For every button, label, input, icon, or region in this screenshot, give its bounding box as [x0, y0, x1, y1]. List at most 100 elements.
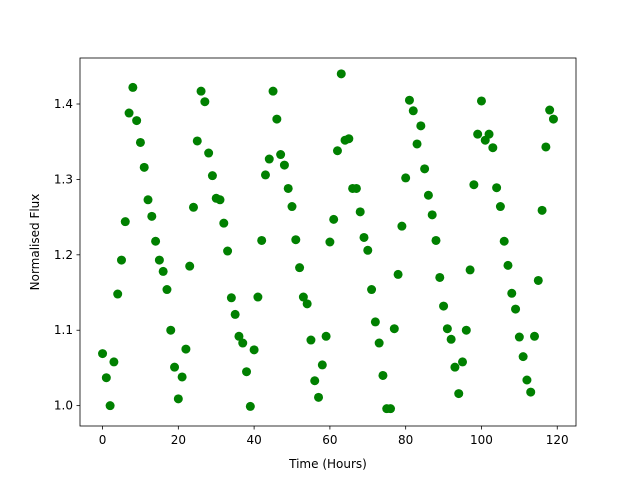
- data-point: [257, 235, 267, 245]
- data-point: [188, 202, 198, 212]
- data-point: [325, 237, 335, 247]
- data-point: [359, 232, 369, 242]
- data-point: [185, 261, 195, 271]
- data-point: [374, 338, 384, 348]
- data-point: [268, 86, 278, 96]
- data-point: [442, 324, 452, 334]
- data-point: [116, 255, 126, 265]
- x-tick-label: 60: [322, 433, 337, 447]
- data-point: [461, 325, 471, 335]
- data-point: [408, 106, 418, 116]
- data-point: [530, 331, 540, 341]
- data-point: [367, 285, 377, 295]
- data-point: [435, 272, 445, 282]
- data-point: [401, 173, 411, 183]
- y-tick-label: 1.0: [54, 399, 73, 413]
- data-point: [321, 331, 331, 341]
- data-point: [132, 116, 142, 126]
- data-point: [310, 376, 320, 386]
- data-point: [439, 301, 449, 311]
- data-point: [499, 236, 509, 246]
- data-point: [272, 114, 282, 124]
- data-point: [234, 331, 244, 341]
- data-point: [378, 370, 388, 380]
- data-point: [192, 136, 202, 146]
- data-point: [166, 325, 176, 335]
- x-tick-label: 100: [470, 433, 493, 447]
- data-point: [154, 255, 164, 265]
- data-point: [537, 205, 547, 215]
- data-point: [158, 266, 168, 276]
- data-point: [473, 129, 483, 139]
- x-tick-label: 0: [99, 433, 107, 447]
- data-point: [344, 134, 354, 144]
- x-axis-label: Time (Hours): [288, 457, 367, 471]
- y-tick-label: 1.2: [54, 248, 73, 262]
- data-point: [264, 154, 274, 164]
- data-point: [397, 221, 407, 231]
- x-tick-label: 80: [398, 433, 413, 447]
- data-point: [511, 304, 521, 314]
- data-point: [393, 269, 403, 279]
- data-point: [219, 218, 229, 228]
- data-point: [465, 265, 475, 275]
- data-point: [223, 246, 233, 256]
- data-point: [484, 129, 494, 139]
- data-point: [533, 275, 543, 285]
- data-point: [314, 392, 324, 402]
- y-tick-label: 1.3: [54, 172, 73, 186]
- data-point: [302, 299, 312, 309]
- data-point: [253, 292, 263, 302]
- data-point: [109, 357, 119, 367]
- data-point: [279, 160, 289, 170]
- data-point: [143, 195, 153, 205]
- data-point: [128, 82, 138, 92]
- data-point: [548, 114, 558, 124]
- data-point: [135, 137, 145, 147]
- data-point: [431, 235, 441, 245]
- data-point: [423, 190, 433, 200]
- data-point: [412, 139, 422, 149]
- data-point: [306, 335, 316, 345]
- data-point: [177, 372, 187, 382]
- data-point: [242, 367, 252, 377]
- data-point: [283, 183, 293, 193]
- data-point: [370, 317, 380, 327]
- data-point: [207, 171, 217, 181]
- data-point: [355, 207, 365, 217]
- data-point: [298, 292, 308, 302]
- data-point: [105, 401, 115, 411]
- data-point: [492, 183, 502, 193]
- data-point: [336, 69, 346, 79]
- data-point: [238, 338, 248, 348]
- data-point: [249, 345, 259, 355]
- data-point: [317, 360, 327, 370]
- data-point: [295, 263, 305, 273]
- data-point: [215, 195, 225, 205]
- data-point: [260, 170, 270, 180]
- data-point: [545, 105, 555, 115]
- data-point: [196, 86, 206, 96]
- data-point: [120, 217, 130, 227]
- data-point: [458, 357, 468, 367]
- y-tick-label: 1.4: [54, 97, 73, 111]
- x-tick-label: 20: [171, 433, 186, 447]
- data-point: [329, 214, 339, 224]
- data-point: [507, 288, 517, 298]
- data-point: [245, 401, 255, 411]
- data-point: [454, 389, 464, 399]
- data-point: [98, 349, 108, 359]
- data-point: [332, 146, 342, 156]
- data-point: [404, 95, 414, 105]
- y-tick-label: 1.1: [54, 323, 73, 337]
- data-point: [420, 164, 430, 174]
- x-tick-label: 40: [246, 433, 261, 447]
- data-point: [204, 148, 214, 158]
- data-point: [503, 260, 513, 270]
- data-point: [170, 362, 180, 372]
- data-point: [181, 344, 191, 354]
- data-point: [173, 394, 183, 404]
- data-point: [541, 142, 551, 152]
